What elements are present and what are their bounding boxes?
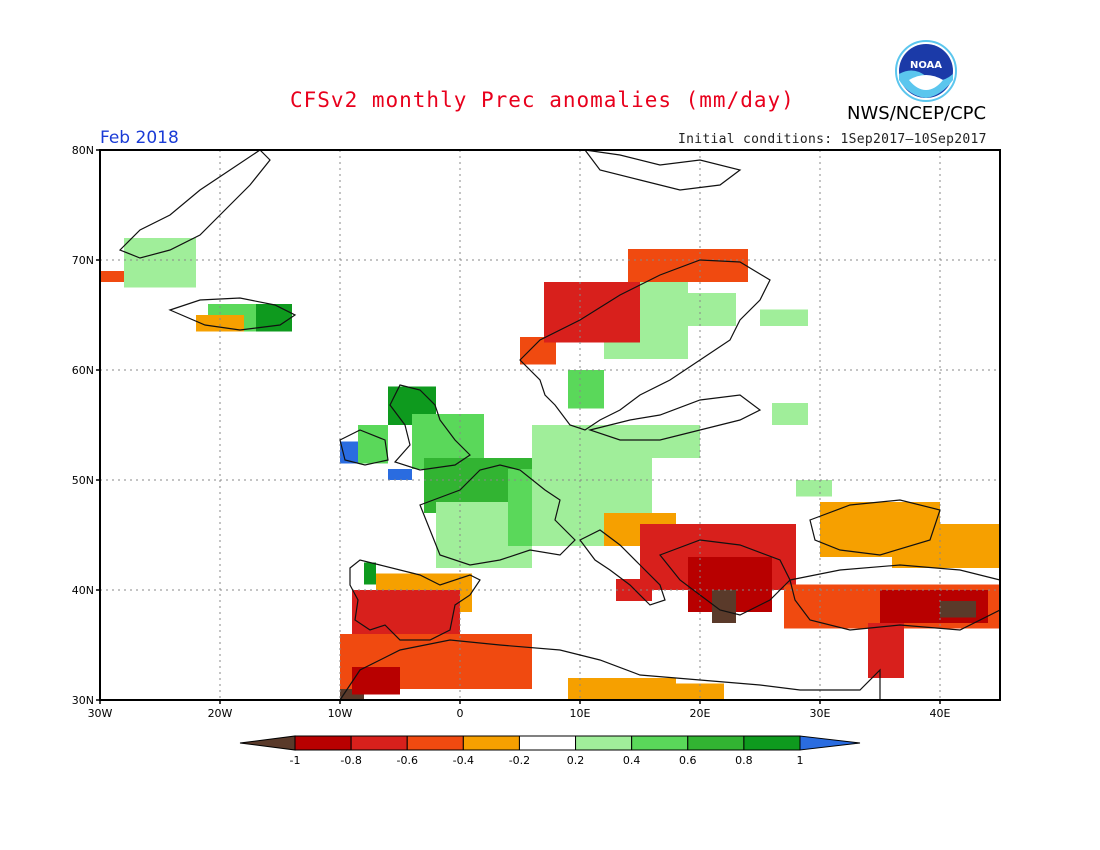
- lon-tick-label: 0: [457, 707, 464, 720]
- anomaly-region-42: [796, 480, 832, 497]
- colorbar-legend: -1 -0.8 -0.6 -0.4 -0.2 0.2 0.4 0.6 0.8 1: [240, 736, 860, 767]
- lat-tick-label: 70N: [72, 254, 94, 267]
- anomaly-region-33: [640, 684, 724, 701]
- lon-tick-label: 30E: [810, 707, 831, 720]
- anomaly-region-36: [640, 293, 736, 326]
- colorbar-swatch-8: [744, 736, 800, 750]
- svalbard-coast: [585, 150, 740, 190]
- lon-tick-label: 20E: [690, 707, 711, 720]
- map-title: CFSv2 monthly Prec anomalies (mm/day): [290, 88, 795, 112]
- colorbar-swatch-1: [351, 736, 407, 750]
- lat-tick-label: 80N: [72, 144, 94, 157]
- colorbar-label: -0.8: [340, 754, 361, 767]
- anomaly-region-0: [124, 238, 196, 288]
- axis-tick-labels: 80N 70N 60N 50N 40N 30N30W 20W 10W 0 10E 20E 30E 40E: [72, 144, 951, 720]
- colorbar-swatch-3: [463, 736, 519, 750]
- lat-tick-label: 30N: [72, 694, 94, 707]
- anomaly-region-9: [388, 469, 412, 480]
- colorbar-label: 0.6: [679, 754, 697, 767]
- colorbar-swatch-4: [519, 736, 575, 750]
- anomaly-region-39: [628, 249, 748, 282]
- colorbar-swatch-6: [632, 736, 688, 750]
- colorbar-low-arrow: [240, 736, 295, 750]
- lon-tick-label: 20W: [208, 707, 233, 720]
- anomaly-region-40: [760, 310, 808, 327]
- colorbar-label: 0.8: [735, 754, 753, 767]
- lat-tick-label: 50N: [72, 474, 94, 487]
- anomaly-region-17: [352, 590, 460, 634]
- colorbar-label: 1: [797, 754, 804, 767]
- lat-tick-label: 60N: [72, 364, 94, 377]
- lon-tick-label: 40E: [930, 707, 951, 720]
- colorbar-label: 0.2: [567, 754, 585, 767]
- colorbar-label: 0.4: [623, 754, 641, 767]
- forecast-month: Feb 2018: [100, 128, 179, 148]
- anomaly-region-31: [868, 623, 904, 678]
- anomaly-region-15: [364, 563, 376, 585]
- colorbar-label: -0.4: [453, 754, 474, 767]
- colorbar-high-arrow: [800, 736, 860, 750]
- noaa-logo-icon: NOAA: [895, 40, 957, 102]
- colorbar-label: -0.6: [396, 754, 417, 767]
- lon-tick-label: 10W: [328, 707, 353, 720]
- colorbar-swatch-2: [407, 736, 463, 750]
- colorbar-swatch-5: [576, 736, 632, 750]
- initial-conditions: Initial conditions: 1Sep2017–10Sep2017: [678, 132, 987, 147]
- anomaly-region-14: [628, 425, 700, 458]
- anomaly-region-1: [100, 271, 124, 282]
- anomaly-region-30: [940, 601, 976, 618]
- agency-label: NWS/NCEP/CPC: [847, 103, 986, 124]
- anomaly-region-41: [772, 403, 808, 425]
- colorbar-swatch-7: [688, 736, 744, 750]
- colorbar-label: -0.2: [509, 754, 530, 767]
- colorbar-label: -1: [290, 754, 301, 767]
- colorbar-swatch-0: [295, 736, 351, 750]
- lon-tick-label: 30W: [88, 707, 113, 720]
- svg-text:NOAA: NOAA: [910, 60, 942, 71]
- lon-tick-label: 10E: [570, 707, 591, 720]
- anomaly-region-34: [568, 370, 604, 409]
- anomaly-regions: [100, 238, 1000, 700]
- lat-tick-label: 40N: [72, 584, 94, 597]
